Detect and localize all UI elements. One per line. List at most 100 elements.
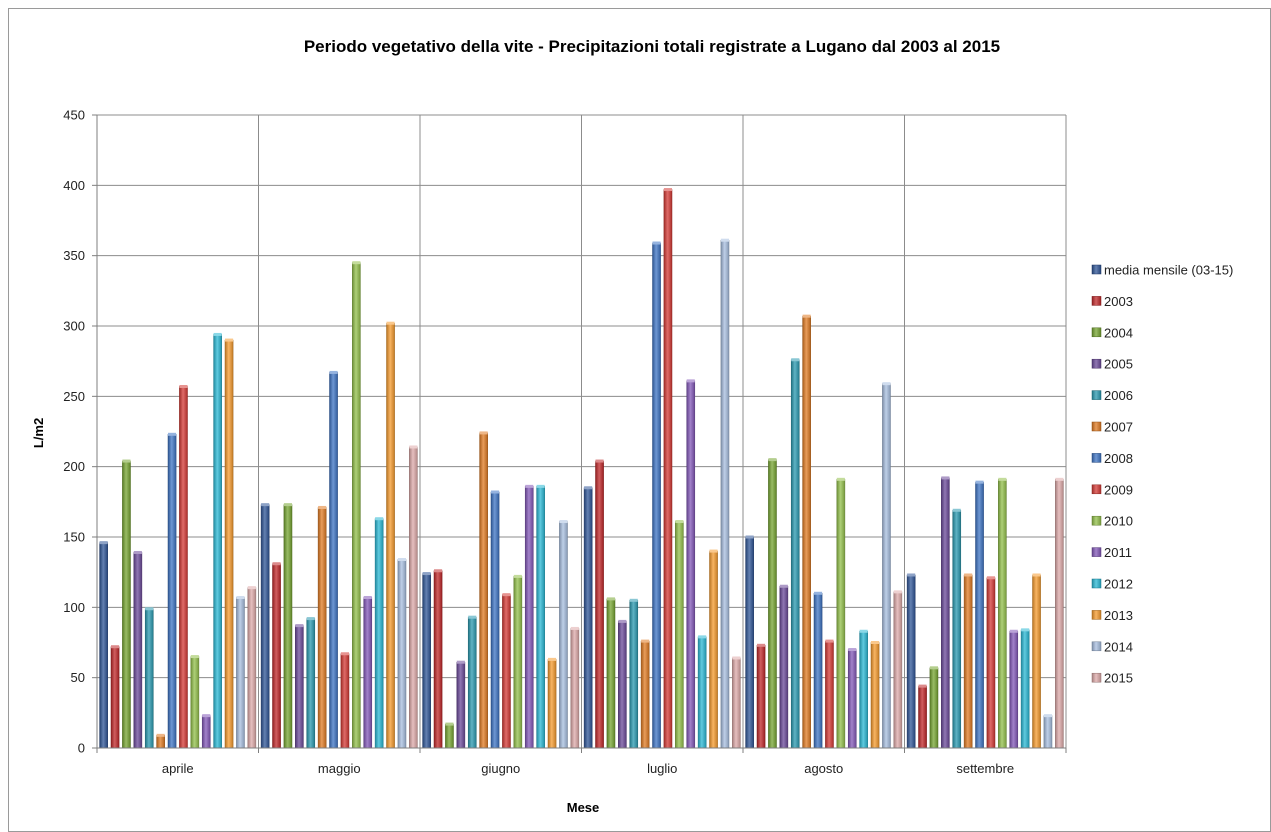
legend-label: 2004 — [1104, 325, 1133, 340]
bar-2012-settembre — [1020, 629, 1030, 749]
legend-swatch — [1091, 264, 1102, 275]
x-tick-labels: aprile maggio giugno luglio agosto settembre — [162, 761, 1014, 776]
bar-2004-aprile — [122, 460, 131, 749]
bar-2005-aprile — [133, 552, 143, 749]
bar-2011-maggio — [363, 597, 373, 749]
x-tick-label-luglio: luglio — [647, 761, 677, 776]
bar-cap — [99, 541, 108, 545]
bar-2011-settembre — [1009, 631, 1019, 749]
bar-cap — [445, 722, 454, 726]
legend-label: 2006 — [1104, 388, 1133, 403]
axes — [92, 114, 1067, 753]
y-tick-label: 300 — [63, 319, 85, 334]
y-tick-label: 150 — [63, 530, 85, 545]
x-tick-label-settembre: settembre — [956, 761, 1014, 776]
bar-cap — [652, 241, 661, 245]
x-tick-label-maggio: maggio — [318, 761, 361, 776]
bar-cap — [745, 535, 754, 539]
bar-2005-settembre — [941, 477, 950, 749]
bar-cap — [202, 714, 211, 718]
bar-2008-aprile — [167, 434, 177, 749]
bar-cap — [559, 520, 568, 524]
bar-cap — [145, 607, 154, 611]
bar-cap — [409, 445, 418, 449]
y-axis-title: L/m2 — [31, 418, 46, 448]
bar-cap — [525, 484, 534, 488]
bar-2010-settembre — [998, 479, 1007, 749]
bar-2007-settembre — [963, 574, 973, 749]
bar-2006-giugno — [467, 616, 477, 749]
bar-2015-agosto — [893, 591, 903, 749]
bar-2014-aprile — [236, 597, 245, 749]
bar-cap — [179, 384, 188, 388]
legend-label: 2009 — [1104, 482, 1133, 497]
bar-cap — [190, 655, 199, 659]
bar-cap — [698, 635, 707, 639]
bar-cap — [859, 629, 868, 633]
bar-2003-settembre — [918, 685, 927, 749]
bar-cap — [375, 517, 384, 521]
y-tick-label: 200 — [63, 459, 85, 474]
legend-swatch — [1091, 672, 1102, 683]
bar-cap — [964, 573, 973, 577]
bar-cap — [570, 626, 579, 630]
bar-cap — [918, 684, 927, 688]
bar-2009-luglio — [663, 189, 673, 749]
legend-label: 2008 — [1104, 451, 1133, 466]
bar-2009-settembre — [986, 577, 996, 749]
legend-label: 2007 — [1104, 420, 1133, 435]
bar-2010-maggio — [352, 262, 361, 749]
bar-2015-luglio — [732, 657, 741, 749]
bar-cap — [1043, 714, 1052, 718]
bar-cap — [247, 586, 256, 590]
bar-2013-maggio — [386, 322, 395, 749]
bar-2009-agosto — [825, 640, 834, 749]
bar-media-mensile-03-15--aprile — [99, 542, 108, 749]
bar-2008-giugno — [490, 491, 500, 749]
legend-swatch — [1091, 484, 1102, 495]
bar-2004-agosto — [768, 459, 777, 749]
bar-2013-settembre — [1032, 574, 1041, 749]
legend-swatch — [1091, 547, 1102, 557]
bar-cap — [929, 666, 938, 670]
bar-2015-giugno — [570, 628, 580, 749]
bar-2005-giugno — [456, 661, 466, 749]
bar-cap — [1032, 573, 1041, 577]
bar-2010-aprile — [190, 656, 200, 749]
bar-cap — [757, 643, 766, 647]
bar-2005-maggio — [295, 625, 304, 749]
bar-media-mensile-03-15--maggio — [260, 504, 270, 749]
bar-2013-agosto — [870, 642, 880, 749]
bar-cap — [502, 593, 511, 597]
bar-cap — [122, 459, 131, 463]
bar-cap — [998, 477, 1007, 481]
legend-swatch — [1091, 578, 1102, 589]
bar-2008-luglio — [652, 242, 661, 749]
bar-cap — [641, 639, 650, 643]
y-tick-label: 250 — [63, 389, 85, 404]
bar-2006-luglio — [629, 600, 639, 749]
bar-cap — [283, 503, 292, 507]
bar-cap — [941, 476, 950, 480]
bar-media-mensile-03-15--settembre — [906, 574, 916, 749]
x-tick-label-giugno: giugno — [481, 761, 520, 776]
bar-2010-luglio — [675, 521, 684, 749]
bar-cap — [986, 576, 995, 580]
bar-2008-settembre — [975, 481, 984, 749]
bar-cap — [225, 338, 234, 342]
legend: media mensile (03-15) 2003 2004 2005 2006 200… — [1091, 263, 1233, 686]
bar-cap — [871, 641, 880, 644]
bar-cap — [156, 733, 165, 737]
chart-title: Periodo vegetativo della vite - Precipit… — [304, 37, 1000, 56]
bar-2008-maggio — [329, 372, 338, 749]
bar-cap — [779, 584, 788, 588]
bar-2008-agosto — [813, 593, 823, 749]
legend-swatch — [1091, 421, 1102, 432]
bar-2015-aprile — [247, 587, 257, 749]
bar-cap — [397, 558, 406, 562]
bar-2009-aprile — [179, 386, 188, 749]
bar-cap — [836, 477, 845, 481]
bar-cap — [513, 574, 522, 578]
bar-cap — [261, 503, 270, 507]
